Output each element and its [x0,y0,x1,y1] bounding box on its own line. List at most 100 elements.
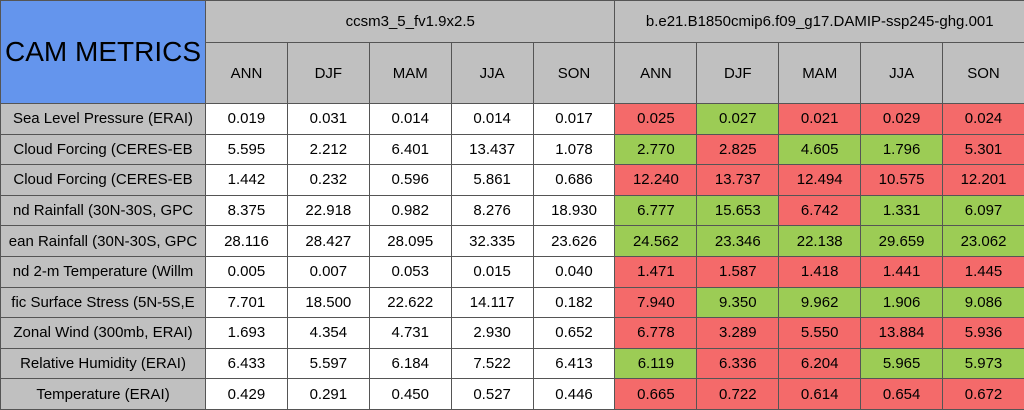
value-cell: 5.595 [205,133,288,166]
data-row: Relative Humidity (ERAI) 6.433 5.597 6.184 7… [0,347,1024,380]
value-cell: 1.445 [942,255,1024,288]
row-label: nd 2-m Temperature (Willm [0,255,206,288]
value-cell: 6.742 [778,194,862,227]
value-cell: 6.401 [368,133,452,166]
value-cell: 0.654 [860,378,944,410]
value-cell: 32.335 [450,225,534,257]
value-cell: 0.014 [450,103,534,135]
value-cell: 0.014 [368,103,452,135]
season-header: JJA [860,42,944,104]
row-label: Sea Level Pressure (ERAI) [0,103,206,135]
value-cell: 6.778 [614,317,698,349]
value-cell: 1.078 [532,133,616,166]
row-label: ean Rainfall (30N-30S, GPC [0,225,206,257]
value-cell: 0.025 [614,103,698,135]
value-cell: 5.965 [860,347,944,380]
row-label: Zonal Wind (300mb, ERAI) [0,317,206,349]
value-cell: 5.861 [450,164,534,196]
value-cell: 0.722 [696,378,780,410]
season-row: ANN DJF MAM JJA SON ANN DJF MAM JJA SON [1,42,1024,104]
value-cell: 0.015 [450,255,534,288]
value-cell: 0.040 [532,255,616,288]
value-cell: 6.777 [614,194,698,227]
value-cell: 28.116 [205,225,288,257]
value-cell: 5.301 [942,133,1024,166]
value-cell: 0.686 [532,164,616,196]
value-cell: 1.906 [860,286,944,319]
group-row: CAM METRICS ccsm3_5_fv1.9x2.5 b.e21.B185… [0,0,1024,104]
value-cell: 13.437 [450,133,534,166]
value-cell: 6.336 [696,347,780,380]
row-label: nd Rainfall (30N-30S, GPC [0,194,206,227]
value-cell: 28.095 [368,225,452,257]
value-cell: 18.500 [286,286,370,319]
value-cell: 0.005 [205,255,288,288]
value-cell: 13.737 [696,164,780,196]
value-cell: 1.693 [205,317,288,349]
value-cell: 8.375 [205,194,288,227]
value-cell: 1.796 [860,133,944,166]
value-cell: 12.494 [778,164,862,196]
value-cell: 1.331 [860,194,944,227]
value-cell: 0.652 [532,317,616,349]
value-cell: 0.614 [778,378,862,410]
data-row: Temperature (ERAI) 0.429 0.291 0.450 0.527 0.… [0,378,1024,410]
row-label: Cloud Forcing (CERES-EB [0,133,206,166]
row-label: fic Surface Stress (5N-5S,E [0,286,206,319]
row-label: Relative Humidity (ERAI) [0,347,206,380]
row-label: Temperature (ERAI) [0,378,206,410]
season-header: JJA [450,42,534,104]
data-row: fic Surface Stress (5N-5S,E 7.701 18.500 22… [0,286,1024,319]
value-cell: 0.232 [286,164,370,196]
value-cell: 0.291 [286,378,370,410]
value-cell: 1.471 [614,255,698,288]
value-cell: 13.884 [860,317,944,349]
group-header: ccsm3_5_fv1.9x2.5 [204,0,616,43]
value-cell: 18.930 [532,194,616,227]
value-cell: 5.550 [778,317,862,349]
value-cell: 0.024 [942,103,1024,135]
value-cell: 0.527 [450,378,534,410]
value-cell: 3.289 [696,317,780,349]
value-cell: 9.962 [778,286,862,319]
value-cell: 12.240 [614,164,698,196]
value-cell: 7.701 [205,286,288,319]
value-cell: 7.940 [614,286,698,319]
value-cell: 0.053 [368,255,452,288]
value-cell: 7.522 [450,347,534,380]
value-cell: 0.017 [532,103,616,135]
value-cell: 22.622 [368,286,452,319]
value-cell: 6.204 [778,347,862,380]
row-label: Cloud Forcing (CERES-EB [0,164,206,196]
value-cell: 0.182 [532,286,616,319]
value-cell: 12.201 [942,164,1024,196]
value-cell: 0.665 [614,378,698,410]
value-cell: 2.825 [696,133,780,166]
value-cell: 4.605 [778,133,862,166]
value-cell: 0.021 [778,103,862,135]
season-header: MAM [368,42,452,104]
value-cell: 0.019 [205,103,288,135]
value-cell: 15.653 [696,194,780,227]
title: CAM METRICS [0,0,206,104]
value-cell: 8.276 [450,194,534,227]
value-cell: 14.117 [450,286,534,319]
value-cell: 0.450 [368,378,452,410]
value-cell: 5.936 [942,317,1024,349]
value-cell: 4.354 [286,317,370,349]
value-cell: 22.918 [286,194,370,227]
value-cell: 2.212 [286,133,370,166]
value-cell: 28.427 [286,225,370,257]
data-row: Sea Level Pressure (ERAI) 0.019 0.031 0.014… [0,103,1024,135]
data-row: Cloud Forcing (CERES-EB 5.595 2.212 6.401 13… [0,133,1024,166]
value-cell: 0.027 [696,103,780,135]
value-cell: 1.418 [778,255,862,288]
value-cell: 6.433 [205,347,288,380]
value-cell: 24.562 [614,225,698,257]
season-header: DJF [286,42,370,104]
season-header: DJF [696,42,780,104]
value-cell: 2.770 [614,133,698,166]
value-cell: 9.086 [942,286,1024,319]
